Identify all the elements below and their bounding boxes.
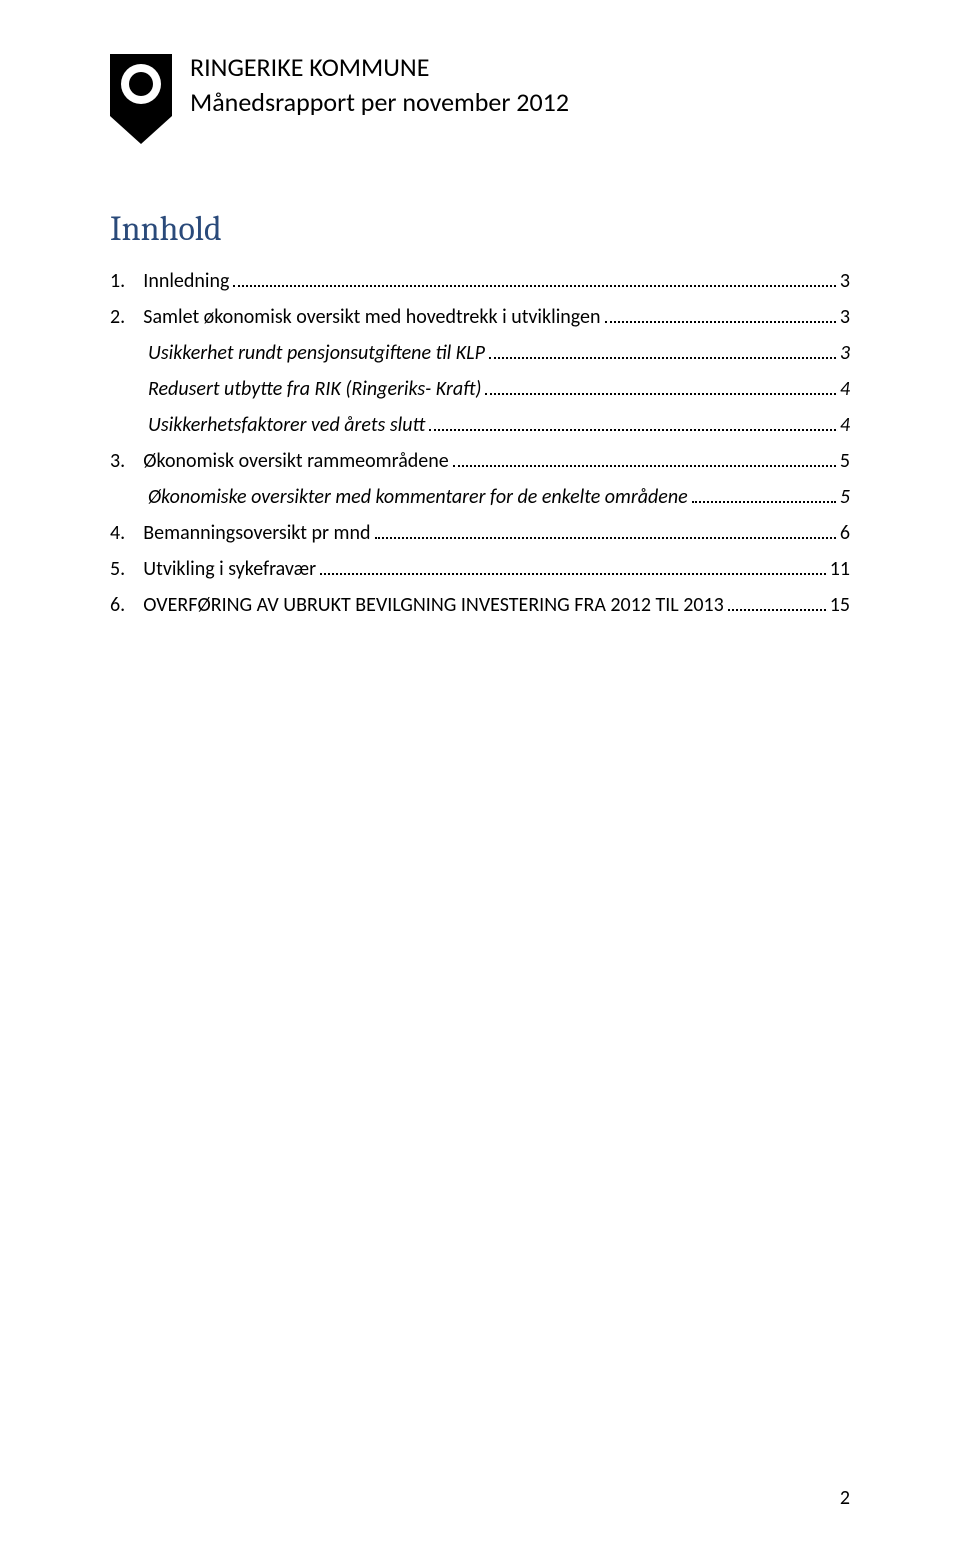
dot-leader — [320, 557, 826, 575]
dot-leader — [453, 449, 836, 467]
toc-page: 11 — [830, 557, 850, 581]
toc-page: 4 — [840, 377, 850, 401]
toc-page: 6 — [840, 521, 850, 545]
toc-item[interactable]: 5. Utvikling i sykefravær 11 — [110, 557, 850, 581]
toc-label: Økonomisk oversikt rammeområdene — [143, 449, 448, 473]
toc-item[interactable]: 2. Samlet økonomisk oversikt med hovedtr… — [110, 305, 850, 329]
toc-page: 15 — [830, 593, 850, 617]
toc-item[interactable]: 6. OVERFØRING AV UBRUKT BEVILGNING INVES… — [110, 593, 850, 617]
dot-leader — [429, 413, 836, 431]
toc-label: Økonomiske oversikter med kommentarer fo… — [148, 485, 688, 509]
dot-leader — [692, 485, 836, 503]
toc-list: 1. Innledning 3 2. Samlet økonomisk over… — [110, 269, 850, 617]
document-header: RINGERIKE KOMMUNE Månedsrapport per nove… — [110, 50, 850, 149]
toc-label: Innledning — [143, 269, 229, 293]
dot-leader — [233, 269, 835, 287]
toc-num: 2. — [110, 305, 125, 329]
toc-page: 3 — [840, 305, 850, 329]
dot-leader — [605, 305, 836, 323]
dot-leader — [728, 593, 826, 611]
toc-label: Samlet økonomisk oversikt med hovedtrekk… — [143, 305, 600, 329]
dot-leader — [375, 521, 836, 539]
toc-label: Redusert utbytte fra RIK (Ringeriks- Kra… — [148, 377, 481, 401]
toc-item[interactable]: Økonomiske oversikter med kommentarer fo… — [110, 485, 850, 509]
toc-item[interactable]: Redusert utbytte fra RIK (Ringeriks- Kra… — [110, 377, 850, 401]
toc-num: 1. — [110, 269, 125, 293]
toc-num: 3. — [110, 449, 125, 473]
toc-num: 4. — [110, 521, 125, 545]
toc-label: OVERFØRING AV UBRUKT BEVILGNING INVESTER… — [143, 593, 723, 617]
org-logo — [110, 54, 172, 149]
toc-page: 4 — [840, 413, 850, 437]
toc-item[interactable]: 4. Bemanningsoversikt pr mnd 6 — [110, 521, 850, 545]
toc-title: Innhold — [110, 209, 850, 249]
toc-item[interactable]: 3. Økonomisk oversikt rammeområdene 5 — [110, 449, 850, 473]
toc-num: 5. — [110, 557, 125, 581]
toc-page: 5 — [840, 485, 850, 509]
toc-page: 5 — [840, 449, 850, 473]
toc-item[interactable]: 1. Innledning 3 — [110, 269, 850, 293]
org-name: RINGERIKE KOMMUNE — [190, 50, 569, 85]
dot-leader — [489, 341, 836, 359]
report-subtitle: Månedsrapport per november 2012 — [190, 85, 569, 120]
page-number: 2 — [840, 1486, 850, 1510]
toc-page: 3 — [840, 269, 850, 293]
toc-label: Usikkerhetsfaktorer ved årets slutt — [148, 413, 425, 437]
toc-item[interactable]: Usikkerhet rundt pensjonsutgiftene til K… — [110, 341, 850, 365]
toc-num: 6. — [110, 593, 125, 617]
toc-item[interactable]: Usikkerhetsfaktorer ved årets slutt 4 — [110, 413, 850, 437]
toc-label: Utvikling i sykefravær — [143, 557, 316, 581]
toc-label: Bemanningsoversikt pr mnd — [143, 521, 370, 545]
toc-label: Usikkerhet rundt pensjonsutgiftene til K… — [148, 341, 485, 365]
dot-leader — [485, 377, 835, 395]
toc-page: 3 — [840, 341, 850, 365]
